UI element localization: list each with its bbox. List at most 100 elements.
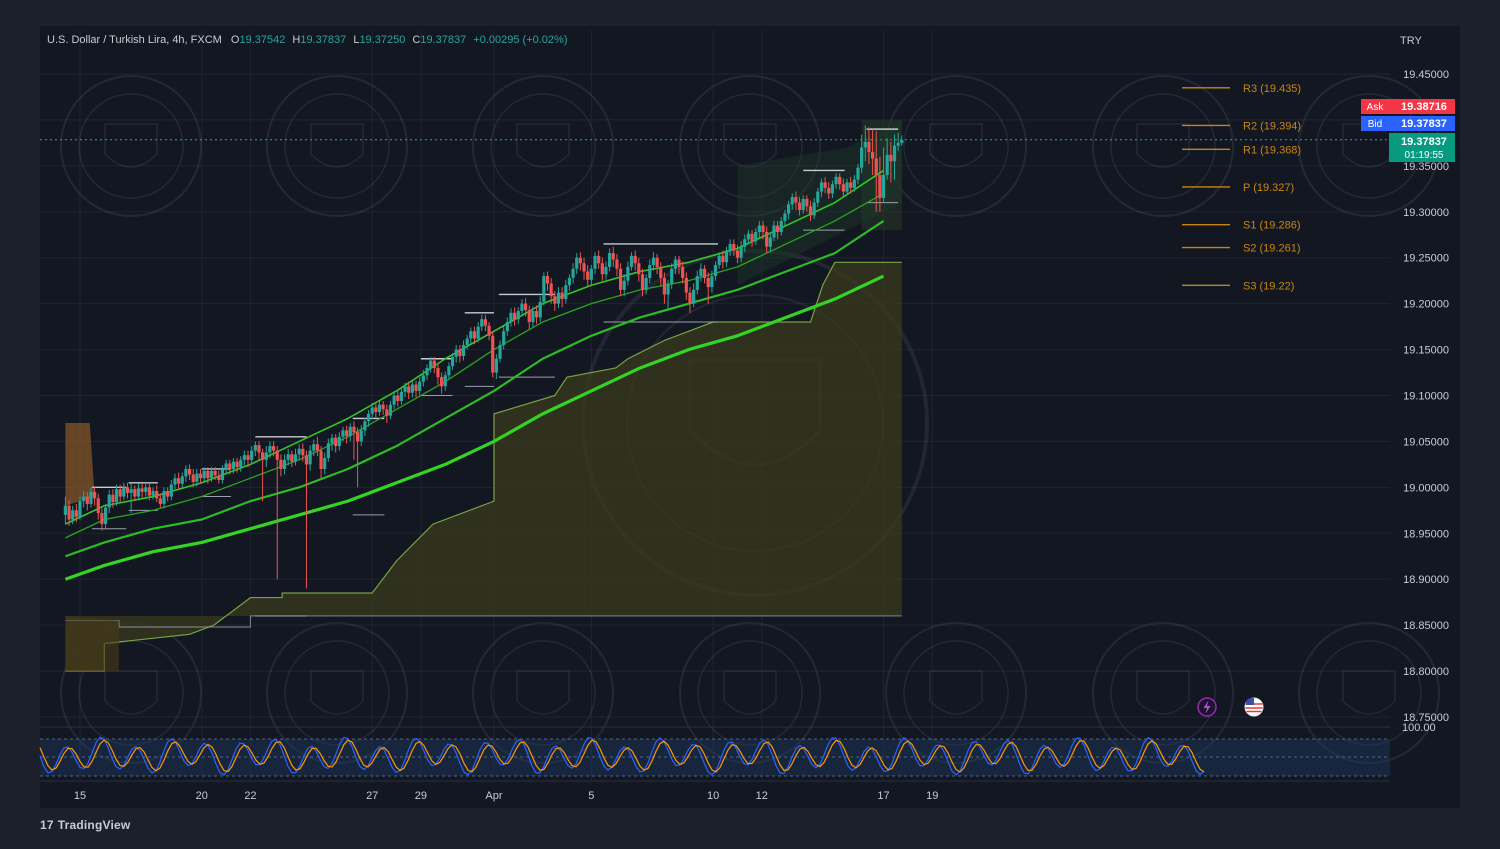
candle-down: [805, 195, 809, 212]
candle-up: [538, 296, 542, 323]
candle-up: [388, 401, 393, 420]
price-tick-label: 19.10000: [1403, 391, 1449, 403]
kumo-cloud-area: [65, 262, 902, 672]
candle-body: [315, 444, 320, 451]
watermark-shield: [516, 670, 570, 715]
candle-body: [476, 326, 480, 339]
watermark-shield: [310, 123, 364, 168]
candle-down: [640, 268, 645, 297]
candle-up: [103, 503, 108, 530]
candle-body: [337, 436, 341, 447]
candle-body: [162, 491, 166, 504]
open-value: 19.37542: [239, 34, 286, 46]
candle-body: [589, 268, 593, 280]
pivot-levels: R3 (19.435) R2 (19.394) R1 (19.368) P (19.3…: [1182, 83, 1301, 292]
candle-down: [271, 441, 276, 457]
oscillator-pane[interactable]: [39, 726, 1390, 777]
candle-down: [261, 448, 265, 502]
candle-body: [695, 276, 699, 290]
candle-body: [403, 386, 407, 392]
candle-body: [443, 375, 447, 387]
watermark-shield: [723, 123, 777, 168]
candle-body: [231, 461, 236, 469]
candle-down: [345, 425, 349, 444]
candle-body: [856, 167, 860, 180]
candle-body: [122, 487, 126, 497]
us-flag-icon[interactable]: [1244, 697, 1264, 717]
candle-down: [191, 468, 195, 488]
lightning-icon[interactable]: [1197, 697, 1217, 717]
time-tick-label: 5: [588, 790, 594, 802]
candle-body: [177, 478, 181, 484]
candle-down: [235, 457, 239, 473]
pivot-label: S2 (19.261): [1243, 243, 1300, 255]
candle-body: [198, 473, 203, 479]
symbol-title[interactable]: U.S. Dollar / Turkish Lira, 4h, FXCM: [47, 34, 222, 46]
candle-body: [191, 474, 195, 482]
candle-body: [268, 446, 272, 453]
candle-up: [366, 410, 371, 427]
candle-up: [264, 446, 268, 468]
candle-body: [564, 285, 568, 300]
candle-down: [213, 467, 217, 481]
watermark-seal-icon: [60, 75, 202, 217]
oscillator-scale-label: 100.00: [1402, 722, 1436, 734]
watermark-shield: [104, 670, 158, 715]
candle-body: [491, 335, 495, 373]
candle-down: [436, 363, 440, 385]
cloud-upper-line: [65, 261, 902, 672]
candle-up: [454, 344, 458, 363]
time-axis[interactable]: 15 20 22 27 29 Apr 5 10 12 17 19: [40, 780, 1390, 802]
tradingview-name: TradingView: [57, 818, 131, 832]
candle-down: [487, 322, 491, 341]
candle-body: [860, 147, 864, 168]
candle-body: [830, 184, 835, 194]
candle-body: [870, 152, 875, 159]
candle-body: [560, 292, 564, 300]
candle-up: [743, 234, 747, 253]
candle-up: [250, 446, 254, 465]
candle-down: [206, 467, 210, 484]
candle-body: [622, 280, 626, 290]
candle-down: [93, 487, 97, 506]
candle-body: [359, 430, 363, 442]
candle-down: [524, 298, 528, 317]
candle-up: [885, 138, 889, 180]
last-price-bg: [1389, 133, 1455, 162]
candle-body: [874, 158, 878, 176]
close-label: C: [412, 34, 421, 46]
candle-body: [450, 356, 455, 367]
candle-body: [144, 487, 148, 492]
candle-body: [319, 450, 323, 469]
candle-down: [534, 305, 539, 324]
candle-body: [896, 142, 900, 146]
candle-body: [71, 510, 75, 520]
candle-down: [655, 254, 659, 275]
tradingview-mark-icon: 17: [40, 818, 54, 832]
candle-down: [838, 173, 842, 190]
candle-body: [96, 498, 100, 514]
candle-down: [301, 443, 305, 462]
candle-body: [242, 455, 246, 460]
candle-body: [885, 154, 889, 176]
candle-up: [845, 178, 849, 196]
candle-up: [461, 340, 466, 361]
candle-body: [220, 469, 225, 481]
tradingview-logo[interactable]: 17 TradingView: [40, 818, 130, 832]
candle-body: [290, 454, 294, 462]
candle-body: [527, 310, 531, 323]
candle-down: [118, 484, 122, 503]
candle-down: [553, 290, 557, 311]
candle-down: [684, 272, 688, 300]
candle-up: [231, 457, 236, 474]
watermark-ring: [266, 622, 408, 764]
candle-body: [575, 257, 579, 269]
candle-body: [312, 444, 316, 451]
candle-body: [629, 255, 634, 267]
watermark-shield: [1136, 670, 1190, 715]
candle-up: [626, 261, 630, 286]
candle-body: [728, 243, 732, 251]
candle-up: [239, 456, 243, 472]
price-axis[interactable]: 19.4500019.4000019.3500019.3000019.25000…: [1403, 69, 1449, 724]
